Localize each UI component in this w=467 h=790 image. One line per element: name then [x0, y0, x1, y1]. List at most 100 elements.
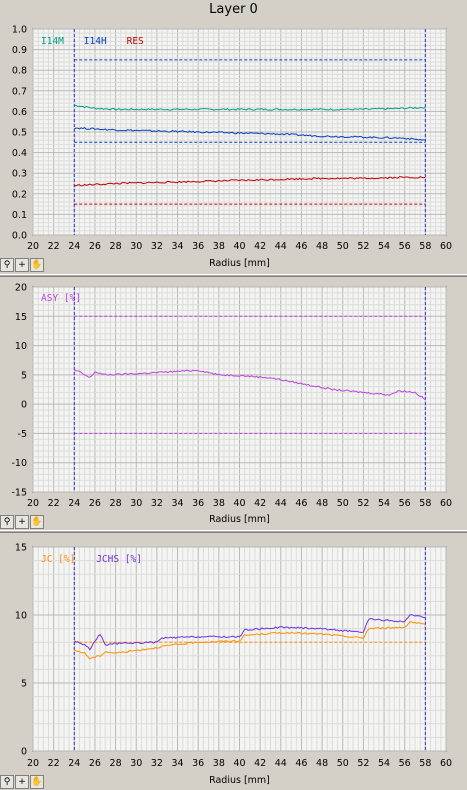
legend-label: JCHS [%]	[96, 554, 142, 565]
x-tick-label: 30	[130, 758, 142, 769]
x-tick-label: 24	[68, 498, 80, 509]
x-tick-label: 50	[337, 758, 349, 769]
x-tick-label: 26	[89, 241, 101, 252]
y-tick-label: 0.8	[12, 66, 27, 77]
x-tick-label: 52	[357, 498, 369, 509]
x-tick-label: 40	[233, 758, 245, 769]
x-tick-label: 52	[357, 758, 369, 769]
x-tick-label: 50	[337, 241, 349, 252]
hand-icon[interactable]: ✋	[30, 775, 44, 789]
crosshair-icon[interactable]: +	[15, 775, 29, 789]
chart-1-svg: 0.0 0.1 0.2 0.3 0.4 0.5 0.6 0.7 0.8 0.9 1.0 20 22 24 2…	[12, 25, 452, 270]
chart-2-svg: -15 -10 -5 0 5 10 15 20 20 22 24 26 28 30 32 34 36 38 40 42…	[11, 283, 452, 526]
x-tick-label: 36	[192, 498, 204, 509]
x-tick-label: 22	[48, 241, 60, 252]
x-tick-label: 34	[172, 241, 184, 252]
x-tick-label: 36	[192, 241, 204, 252]
chart-2-toolbar: ⚲ + ✋	[0, 515, 44, 529]
y-tick-label: 0.4	[12, 148, 27, 159]
y-tick-label: 0.9	[12, 45, 27, 56]
crosshair-icon[interactable]: +	[15, 515, 29, 529]
chart-3-svg: 0 5 10 15 20 22 24 26 28 30 32 34 36 38 40 42 44 46 48 50 52…	[15, 543, 452, 787]
y-tick-label: 0.5	[12, 128, 27, 139]
window-title: Layer 0	[0, 0, 467, 20]
x-tick-label: 44	[275, 758, 287, 769]
series-line	[74, 369, 426, 400]
x-tick-label: 20	[27, 241, 39, 252]
x-tick-label: 22	[48, 498, 60, 509]
x-tick-label: 34	[172, 498, 184, 509]
series-line	[74, 176, 426, 187]
chart-panel-1: 0.0 0.1 0.2 0.3 0.4 0.5 0.6 0.7 0.8 0.9 1.0 20 22 24 2…	[0, 20, 467, 274]
x-tick-label: 20	[27, 498, 39, 509]
hand-icon[interactable]: ✋	[30, 515, 44, 529]
x-tick-label: 32	[151, 241, 163, 252]
x-tick-label: 34	[172, 758, 184, 769]
x-tick-label: 44	[275, 498, 287, 509]
x-tick-label: 38	[213, 241, 225, 252]
x-tick-label: 42	[254, 498, 266, 509]
x-tick-label: 46	[295, 241, 307, 252]
panel-divider[interactable]	[0, 530, 467, 533]
x-tick-label: 46	[295, 498, 307, 509]
chart-panel-3: 0 5 10 15 20 22 24 26 28 30 32 34 36 38 40 42 44 46 48 50 52…	[0, 533, 467, 790]
x-tick-label: 20	[27, 758, 39, 769]
x-tick-label: 28	[110, 241, 122, 252]
chart-3-toolbar: ⚲ + ✋	[0, 775, 44, 789]
x-tick-label: 46	[295, 758, 307, 769]
x-tick-label: 52	[357, 241, 369, 252]
y-tick-label: -10	[11, 458, 27, 469]
y-tick-label: 15	[15, 312, 27, 323]
magnifier-icon[interactable]: ⚲	[0, 258, 14, 272]
y-tick-label: 5	[21, 679, 27, 690]
x-tick-label: 28	[110, 498, 122, 509]
series-line	[74, 614, 426, 651]
x-tick-label: 58	[419, 758, 431, 769]
x-tick-label: 56	[399, 241, 411, 252]
legend-label: JC [%]	[41, 554, 75, 565]
x-tick-label: 36	[192, 758, 204, 769]
x-tick-label: 24	[68, 758, 80, 769]
x-axis-label: Radius [mm]	[209, 514, 270, 525]
crosshair-icon[interactable]: +	[15, 258, 29, 272]
x-tick-label: 58	[419, 498, 431, 509]
x-tick-label: 60	[440, 758, 452, 769]
y-tick-label: 0.3	[12, 169, 27, 180]
x-tick-label: 54	[378, 241, 390, 252]
y-tick-label: 0	[21, 747, 27, 758]
series-line	[74, 104, 426, 111]
x-tick-label: 42	[254, 241, 266, 252]
panel-divider[interactable]	[0, 274, 467, 277]
hand-icon[interactable]: ✋	[30, 258, 44, 272]
x-tick-label: 58	[419, 241, 431, 252]
x-tick-label: 26	[89, 758, 101, 769]
y-tick-label: 1.0	[12, 25, 27, 36]
x-tick-label: 60	[440, 498, 452, 509]
x-tick-label: 32	[151, 498, 163, 509]
y-tick-label: 0.6	[12, 107, 27, 118]
x-tick-label: 44	[275, 241, 287, 252]
magnifier-icon[interactable]: ⚲	[0, 515, 14, 529]
x-tick-label: 40	[233, 241, 245, 252]
x-axis-label: Radius [mm]	[209, 775, 270, 786]
x-tick-label: 30	[130, 241, 142, 252]
chart-1-toolbar: ⚲ + ✋	[0, 258, 44, 272]
x-tick-label: 40	[233, 498, 245, 509]
y-tick-label: -15	[11, 488, 27, 499]
legend-label: I14H	[84, 36, 107, 47]
x-tick-label: 42	[254, 758, 266, 769]
x-axis-label: Radius [mm]	[209, 258, 270, 269]
x-tick-label: 60	[440, 241, 452, 252]
series-line	[74, 126, 426, 141]
x-tick-label: 30	[130, 498, 142, 509]
x-tick-label: 54	[378, 498, 390, 509]
x-tick-label: 54	[378, 758, 390, 769]
y-tick-label: 15	[15, 543, 27, 554]
y-tick-label: 5	[21, 370, 27, 381]
x-tick-label: 48	[316, 498, 328, 509]
magnifier-icon[interactable]: ⚲	[0, 775, 14, 789]
y-tick-label: 10	[15, 341, 27, 352]
x-tick-label: 22	[48, 758, 60, 769]
legend-label: I14M	[41, 36, 64, 47]
x-tick-label: 56	[399, 498, 411, 509]
